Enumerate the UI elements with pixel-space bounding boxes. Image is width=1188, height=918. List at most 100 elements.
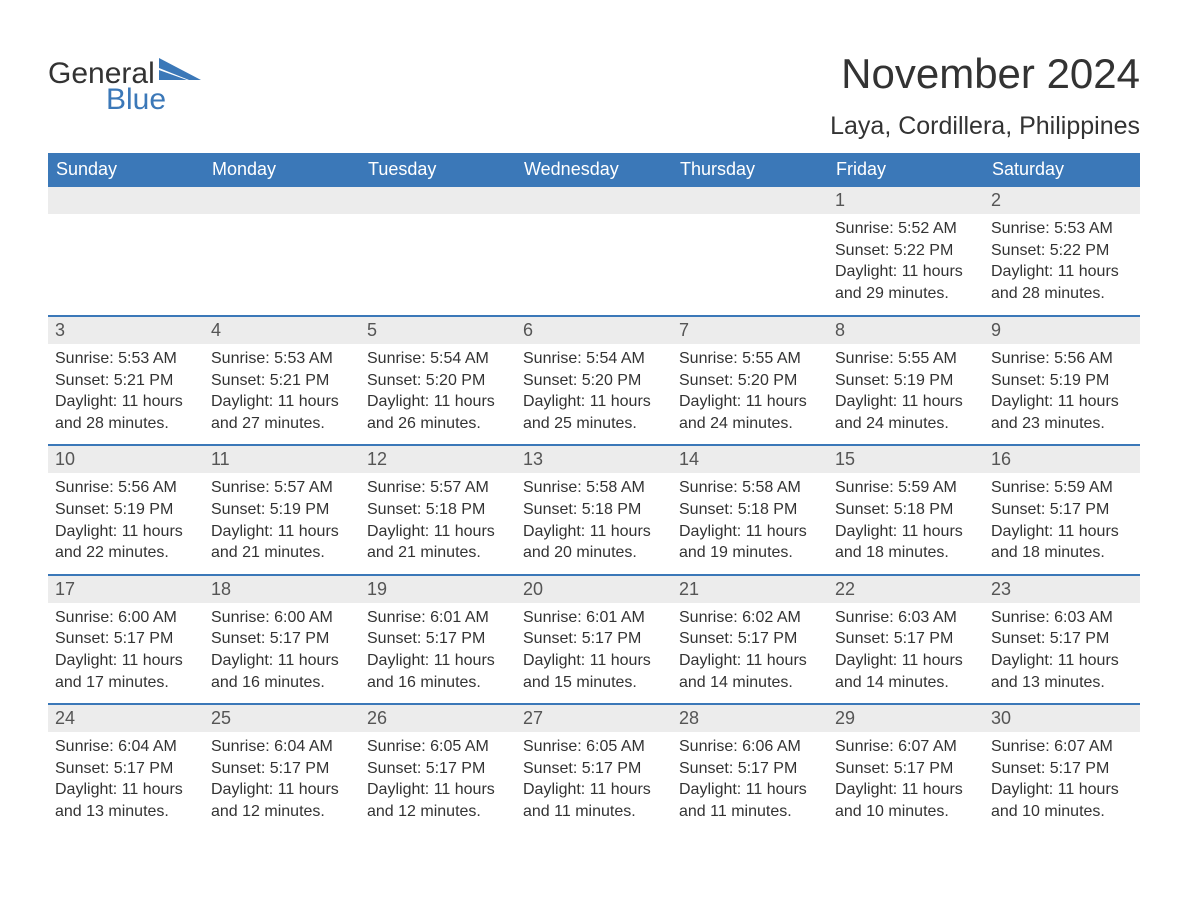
- calendar-cell: 10Sunrise: 5:56 AMSunset: 5:19 PMDayligh…: [48, 444, 204, 573]
- day-details: Sunrise: 6:05 AMSunset: 5:17 PMDaylight:…: [516, 732, 672, 822]
- day-number: 2: [984, 187, 1140, 214]
- sunrise-line: Sunrise: 6:04 AM: [211, 736, 353, 758]
- sunrise-line: Sunrise: 6:03 AM: [835, 607, 977, 629]
- day-number: [48, 187, 204, 214]
- day-details: Sunrise: 6:05 AMSunset: 5:17 PMDaylight:…: [360, 732, 516, 822]
- header: General Blue November 2024 Laya, Cordill…: [48, 30, 1140, 141]
- sunset-line: Sunset: 5:18 PM: [523, 499, 665, 521]
- day-number: 20: [516, 574, 672, 603]
- day-details: Sunrise: 5:53 AMSunset: 5:21 PMDaylight:…: [48, 344, 204, 434]
- calendar-cell: 24Sunrise: 6:04 AMSunset: 5:17 PMDayligh…: [48, 703, 204, 832]
- day-details: Sunrise: 5:58 AMSunset: 5:18 PMDaylight:…: [516, 473, 672, 563]
- day-details: Sunrise: 6:01 AMSunset: 5:17 PMDaylight:…: [360, 603, 516, 693]
- sunrise-line: Sunrise: 6:04 AM: [55, 736, 197, 758]
- daylight-line: Daylight: 11 hours and 19 minutes.: [679, 521, 821, 564]
- sunrise-line: Sunrise: 6:05 AM: [367, 736, 509, 758]
- sunset-line: Sunset: 5:17 PM: [991, 628, 1133, 650]
- calendar-cell-empty: [516, 187, 672, 315]
- month-title: November 2024: [830, 50, 1140, 98]
- day-number: 4: [204, 315, 360, 344]
- calendar-cell: 26Sunrise: 6:05 AMSunset: 5:17 PMDayligh…: [360, 703, 516, 832]
- daylight-line: Daylight: 11 hours and 29 minutes.: [835, 261, 977, 304]
- day-number: 3: [48, 315, 204, 344]
- day-details: Sunrise: 5:59 AMSunset: 5:17 PMDaylight:…: [984, 473, 1140, 563]
- daylight-line: Daylight: 11 hours and 25 minutes.: [523, 391, 665, 434]
- daylight-line: Daylight: 11 hours and 12 minutes.: [211, 779, 353, 822]
- sunset-line: Sunset: 5:20 PM: [367, 370, 509, 392]
- sunset-line: Sunset: 5:17 PM: [991, 499, 1133, 521]
- day-number: 6: [516, 315, 672, 344]
- daylight-line: Daylight: 11 hours and 28 minutes.: [55, 391, 197, 434]
- day-details: Sunrise: 6:07 AMSunset: 5:17 PMDaylight:…: [984, 732, 1140, 822]
- weekday-header-cell: Friday: [828, 153, 984, 187]
- sunset-line: Sunset: 5:17 PM: [679, 628, 821, 650]
- daylight-line: Daylight: 11 hours and 11 minutes.: [523, 779, 665, 822]
- sunrise-line: Sunrise: 6:07 AM: [991, 736, 1133, 758]
- daylight-line: Daylight: 11 hours and 16 minutes.: [367, 650, 509, 693]
- sunrise-line: Sunrise: 5:56 AM: [55, 477, 197, 499]
- daylight-line: Daylight: 11 hours and 26 minutes.: [367, 391, 509, 434]
- weekday-header-cell: Saturday: [984, 153, 1140, 187]
- day-number: 16: [984, 444, 1140, 473]
- calendar-cell: 9Sunrise: 5:56 AMSunset: 5:19 PMDaylight…: [984, 315, 1140, 444]
- sunset-line: Sunset: 5:22 PM: [835, 240, 977, 262]
- calendar-cell: 17Sunrise: 6:00 AMSunset: 5:17 PMDayligh…: [48, 574, 204, 703]
- sunrise-line: Sunrise: 5:55 AM: [835, 348, 977, 370]
- day-details: Sunrise: 6:00 AMSunset: 5:17 PMDaylight:…: [204, 603, 360, 693]
- weekday-header-row: SundayMondayTuesdayWednesdayThursdayFrid…: [48, 153, 1140, 187]
- weekday-header-cell: Monday: [204, 153, 360, 187]
- sunrise-line: Sunrise: 6:00 AM: [55, 607, 197, 629]
- calendar-body: 1Sunrise: 5:52 AMSunset: 5:22 PMDaylight…: [48, 187, 1140, 833]
- calendar-cell: 20Sunrise: 6:01 AMSunset: 5:17 PMDayligh…: [516, 574, 672, 703]
- daylight-line: Daylight: 11 hours and 23 minutes.: [991, 391, 1133, 434]
- daylight-line: Daylight: 11 hours and 17 minutes.: [55, 650, 197, 693]
- calendar-cell: 23Sunrise: 6:03 AMSunset: 5:17 PMDayligh…: [984, 574, 1140, 703]
- day-number: 26: [360, 703, 516, 732]
- daylight-line: Daylight: 11 hours and 12 minutes.: [367, 779, 509, 822]
- day-number: 10: [48, 444, 204, 473]
- day-number: 25: [204, 703, 360, 732]
- sunset-line: Sunset: 5:17 PM: [367, 758, 509, 780]
- sunset-line: Sunset: 5:21 PM: [211, 370, 353, 392]
- sunset-line: Sunset: 5:17 PM: [679, 758, 821, 780]
- calendar-week-row: 10Sunrise: 5:56 AMSunset: 5:19 PMDayligh…: [48, 444, 1140, 573]
- day-number: 11: [204, 444, 360, 473]
- sunrise-line: Sunrise: 5:56 AM: [991, 348, 1133, 370]
- sunset-line: Sunset: 5:17 PM: [211, 628, 353, 650]
- weekday-header-cell: Sunday: [48, 153, 204, 187]
- sunset-line: Sunset: 5:22 PM: [991, 240, 1133, 262]
- sunset-line: Sunset: 5:17 PM: [367, 628, 509, 650]
- day-number: 23: [984, 574, 1140, 603]
- day-details: Sunrise: 6:00 AMSunset: 5:17 PMDaylight:…: [48, 603, 204, 693]
- sunset-line: Sunset: 5:17 PM: [835, 758, 977, 780]
- daylight-line: Daylight: 11 hours and 20 minutes.: [523, 521, 665, 564]
- sunset-line: Sunset: 5:17 PM: [991, 758, 1133, 780]
- day-details: Sunrise: 5:53 AMSunset: 5:21 PMDaylight:…: [204, 344, 360, 434]
- sunrise-line: Sunrise: 5:53 AM: [55, 348, 197, 370]
- day-details: Sunrise: 5:54 AMSunset: 5:20 PMDaylight:…: [516, 344, 672, 434]
- sunset-line: Sunset: 5:17 PM: [523, 628, 665, 650]
- daylight-line: Daylight: 11 hours and 14 minutes.: [679, 650, 821, 693]
- day-details: Sunrise: 6:01 AMSunset: 5:17 PMDaylight:…: [516, 603, 672, 693]
- day-number: 8: [828, 315, 984, 344]
- calendar-cell-empty: [204, 187, 360, 315]
- calendar-cell: 29Sunrise: 6:07 AMSunset: 5:17 PMDayligh…: [828, 703, 984, 832]
- weekday-header-cell: Wednesday: [516, 153, 672, 187]
- day-number: [672, 187, 828, 214]
- daylight-line: Daylight: 11 hours and 24 minutes.: [679, 391, 821, 434]
- sunrise-line: Sunrise: 5:57 AM: [211, 477, 353, 499]
- day-details: Sunrise: 5:53 AMSunset: 5:22 PMDaylight:…: [984, 214, 1140, 304]
- calendar: SundayMondayTuesdayWednesdayThursdayFrid…: [48, 153, 1140, 833]
- daylight-line: Daylight: 11 hours and 13 minutes.: [991, 650, 1133, 693]
- day-details: Sunrise: 5:59 AMSunset: 5:18 PMDaylight:…: [828, 473, 984, 563]
- day-number: [360, 187, 516, 214]
- daylight-line: Daylight: 11 hours and 28 minutes.: [991, 261, 1133, 304]
- day-number: 15: [828, 444, 984, 473]
- calendar-cell: 27Sunrise: 6:05 AMSunset: 5:17 PMDayligh…: [516, 703, 672, 832]
- calendar-cell: 3Sunrise: 5:53 AMSunset: 5:21 PMDaylight…: [48, 315, 204, 444]
- day-details: Sunrise: 6:04 AMSunset: 5:17 PMDaylight:…: [48, 732, 204, 822]
- daylight-line: Daylight: 11 hours and 18 minutes.: [835, 521, 977, 564]
- calendar-cell: 21Sunrise: 6:02 AMSunset: 5:17 PMDayligh…: [672, 574, 828, 703]
- sunset-line: Sunset: 5:21 PM: [55, 370, 197, 392]
- day-number: 9: [984, 315, 1140, 344]
